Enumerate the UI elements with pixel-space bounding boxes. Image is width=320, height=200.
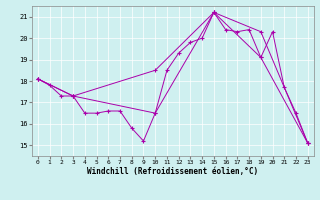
X-axis label: Windchill (Refroidissement éolien,°C): Windchill (Refroidissement éolien,°C)	[87, 167, 258, 176]
